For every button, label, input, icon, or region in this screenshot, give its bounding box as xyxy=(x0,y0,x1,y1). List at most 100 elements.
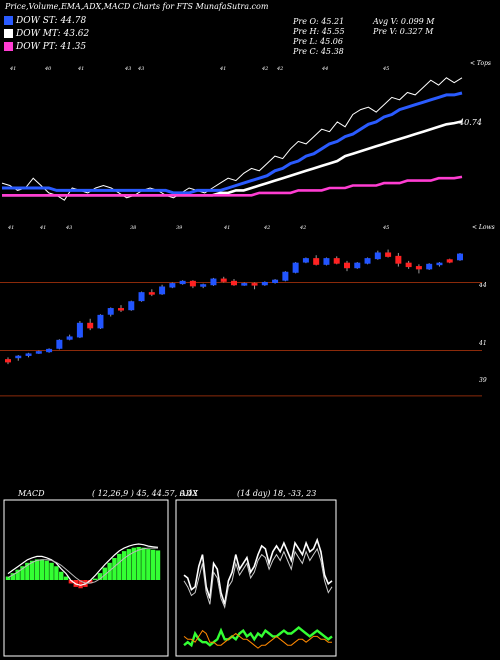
legend-dow-st: DOW ST: 44.78 xyxy=(4,16,86,26)
ema-date-label: 40 xyxy=(44,66,52,72)
macd-bar xyxy=(5,576,11,580)
price-date-label: 42 xyxy=(263,225,270,231)
macd-bar xyxy=(15,569,20,580)
candle-body xyxy=(25,353,32,356)
ema-date-label: 43 xyxy=(137,66,144,72)
macd-signal-line xyxy=(7,547,158,584)
adx-title: ADX xyxy=(180,489,198,498)
candle-body xyxy=(354,262,361,269)
macd-bar xyxy=(97,573,103,580)
candle-body xyxy=(292,262,299,273)
ema-date-label: 45 xyxy=(382,66,389,72)
candle-body xyxy=(118,308,124,311)
macd-bar xyxy=(102,567,107,580)
ema-date-label: 42 xyxy=(261,66,268,72)
candle-body xyxy=(15,355,22,359)
macd-bar xyxy=(59,571,64,580)
price-date-label: 45 xyxy=(382,225,389,231)
legend-dow-mt: DOW MT: 43.62 xyxy=(4,29,89,39)
ema-date-label: 42 xyxy=(276,66,283,72)
legend-swatch-pt xyxy=(4,42,13,51)
ema-date-label: 43 xyxy=(124,66,131,72)
candle-body xyxy=(46,348,53,353)
candle-body xyxy=(35,351,42,354)
stat-prev-volume: Pre V: 0.327 M xyxy=(373,27,434,36)
macd-bar xyxy=(25,562,30,580)
ema-line-ema-long xyxy=(2,175,463,197)
adx-line-plus xyxy=(183,537,333,605)
macd-params: ( 12,26,9 ) 45, 44.57, 0.43 xyxy=(92,489,198,498)
candle-body xyxy=(231,280,237,286)
macd-bar xyxy=(146,549,151,580)
ema-value-label: 40.74 xyxy=(459,118,482,127)
macd-bar xyxy=(10,573,16,580)
adx-line-minus xyxy=(183,547,333,609)
macd-bar xyxy=(78,580,83,589)
candle-body xyxy=(5,359,11,363)
candle-body xyxy=(415,266,422,270)
macd-bar xyxy=(92,578,98,580)
price-date-label: 41 xyxy=(39,225,46,231)
candle-body xyxy=(426,263,433,270)
candle-body xyxy=(169,283,176,288)
macd-bar xyxy=(88,580,93,584)
price-date-label: 41 xyxy=(223,225,230,231)
price-date-label: 43 xyxy=(65,225,72,231)
ema-date-label: 41 xyxy=(219,66,226,72)
candle-body xyxy=(189,280,196,287)
candle-body xyxy=(405,262,412,268)
candle-body xyxy=(210,278,217,286)
candle-body xyxy=(97,314,104,329)
price-date-label: 42 xyxy=(299,225,306,231)
macd-bar xyxy=(141,547,146,580)
macd-bar xyxy=(49,562,54,580)
macd-bar xyxy=(117,553,122,580)
price-level-39: 39 xyxy=(479,377,487,384)
macd-bar xyxy=(34,559,40,580)
candle-body xyxy=(179,280,186,285)
stat-avg-volume: Avg V: 0.099 M xyxy=(373,17,435,26)
chart-title: Price,Volume,EMA,ADX,MACD Charts for FTS… xyxy=(5,2,269,11)
price-lows-label: < Lows xyxy=(472,224,495,231)
ema-date-label: 44 xyxy=(321,66,328,72)
price-level-41: 41 xyxy=(479,340,487,347)
macd-bar xyxy=(112,558,117,580)
candle-body xyxy=(395,255,402,264)
macd-bar xyxy=(29,560,35,580)
candle-body xyxy=(241,283,248,286)
candle-body xyxy=(436,262,443,266)
adx-line-adx xyxy=(183,626,333,648)
candle-body xyxy=(107,308,114,315)
macd-bar xyxy=(155,550,161,580)
candle-body xyxy=(251,283,258,286)
macd-line xyxy=(7,543,159,586)
stat-low: Pre L: 45.06 xyxy=(293,37,343,46)
price-level-44: 44 xyxy=(479,282,487,289)
macd-bar xyxy=(54,566,59,580)
candle-body xyxy=(272,279,279,283)
candle-body xyxy=(446,259,453,263)
ema-tops-label: < Tops xyxy=(470,60,492,67)
candle-body xyxy=(344,262,350,269)
legend-swatch-mt xyxy=(4,29,13,38)
macd-bar xyxy=(121,551,127,580)
macd-title: MACD xyxy=(18,489,45,498)
legend-dow-pt: DOW PT: 41.35 xyxy=(4,42,86,52)
adx-frame xyxy=(175,499,337,657)
ema-date-label: 41 xyxy=(9,66,16,72)
candle-body xyxy=(364,258,371,264)
price-date-label: 39 xyxy=(176,225,183,231)
candle-body xyxy=(148,292,155,295)
stat-open: Pre O: 45.21 xyxy=(293,17,345,26)
candle-body xyxy=(76,322,83,338)
macd-bar xyxy=(44,560,49,580)
macd-bar xyxy=(131,547,137,580)
candle-body xyxy=(282,271,289,281)
candle-body xyxy=(200,284,207,287)
candle-body xyxy=(56,339,63,349)
macd-bar xyxy=(68,580,74,584)
candle-body xyxy=(128,301,135,311)
ema-date-label: 41 xyxy=(77,66,84,72)
candle-body xyxy=(333,258,340,264)
candle-body xyxy=(138,292,145,302)
